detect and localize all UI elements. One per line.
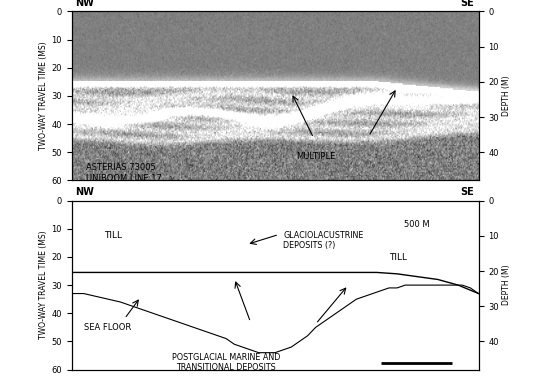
Y-axis label: TWO-WAY TRAVEL TIME (MS): TWO-WAY TRAVEL TIME (MS) [40,231,48,339]
Text: SE: SE [461,187,475,197]
Text: ASTERIAS 73005
UNIBOOM LINE 17: ASTERIAS 73005 UNIBOOM LINE 17 [86,163,162,183]
Y-axis label: TWO-WAY TRAVEL TIME (MS): TWO-WAY TRAVEL TIME (MS) [40,42,48,150]
Text: NW: NW [75,0,95,8]
Text: NW: NW [75,187,95,197]
Text: 500 M: 500 M [404,220,429,229]
Y-axis label: DEPTH (M): DEPTH (M) [502,265,510,306]
Text: SEA FLOOR: SEA FLOOR [84,323,131,332]
Text: MULTIPLE: MULTIPLE [296,152,336,161]
Text: POSTGLACIAL MARINE AND
TRANSITIONAL DEPOSITS: POSTGLACIAL MARINE AND TRANSITIONAL DEPO… [172,353,280,372]
Text: GLACIOLACUSTRINE
DEPOSITS (?): GLACIOLACUSTRINE DEPOSITS (?) [283,231,364,250]
Text: SE: SE [461,0,475,8]
Y-axis label: DEPTH (M): DEPTH (M) [502,75,510,116]
Text: TILL: TILL [389,253,407,262]
Text: TILL: TILL [104,231,122,240]
